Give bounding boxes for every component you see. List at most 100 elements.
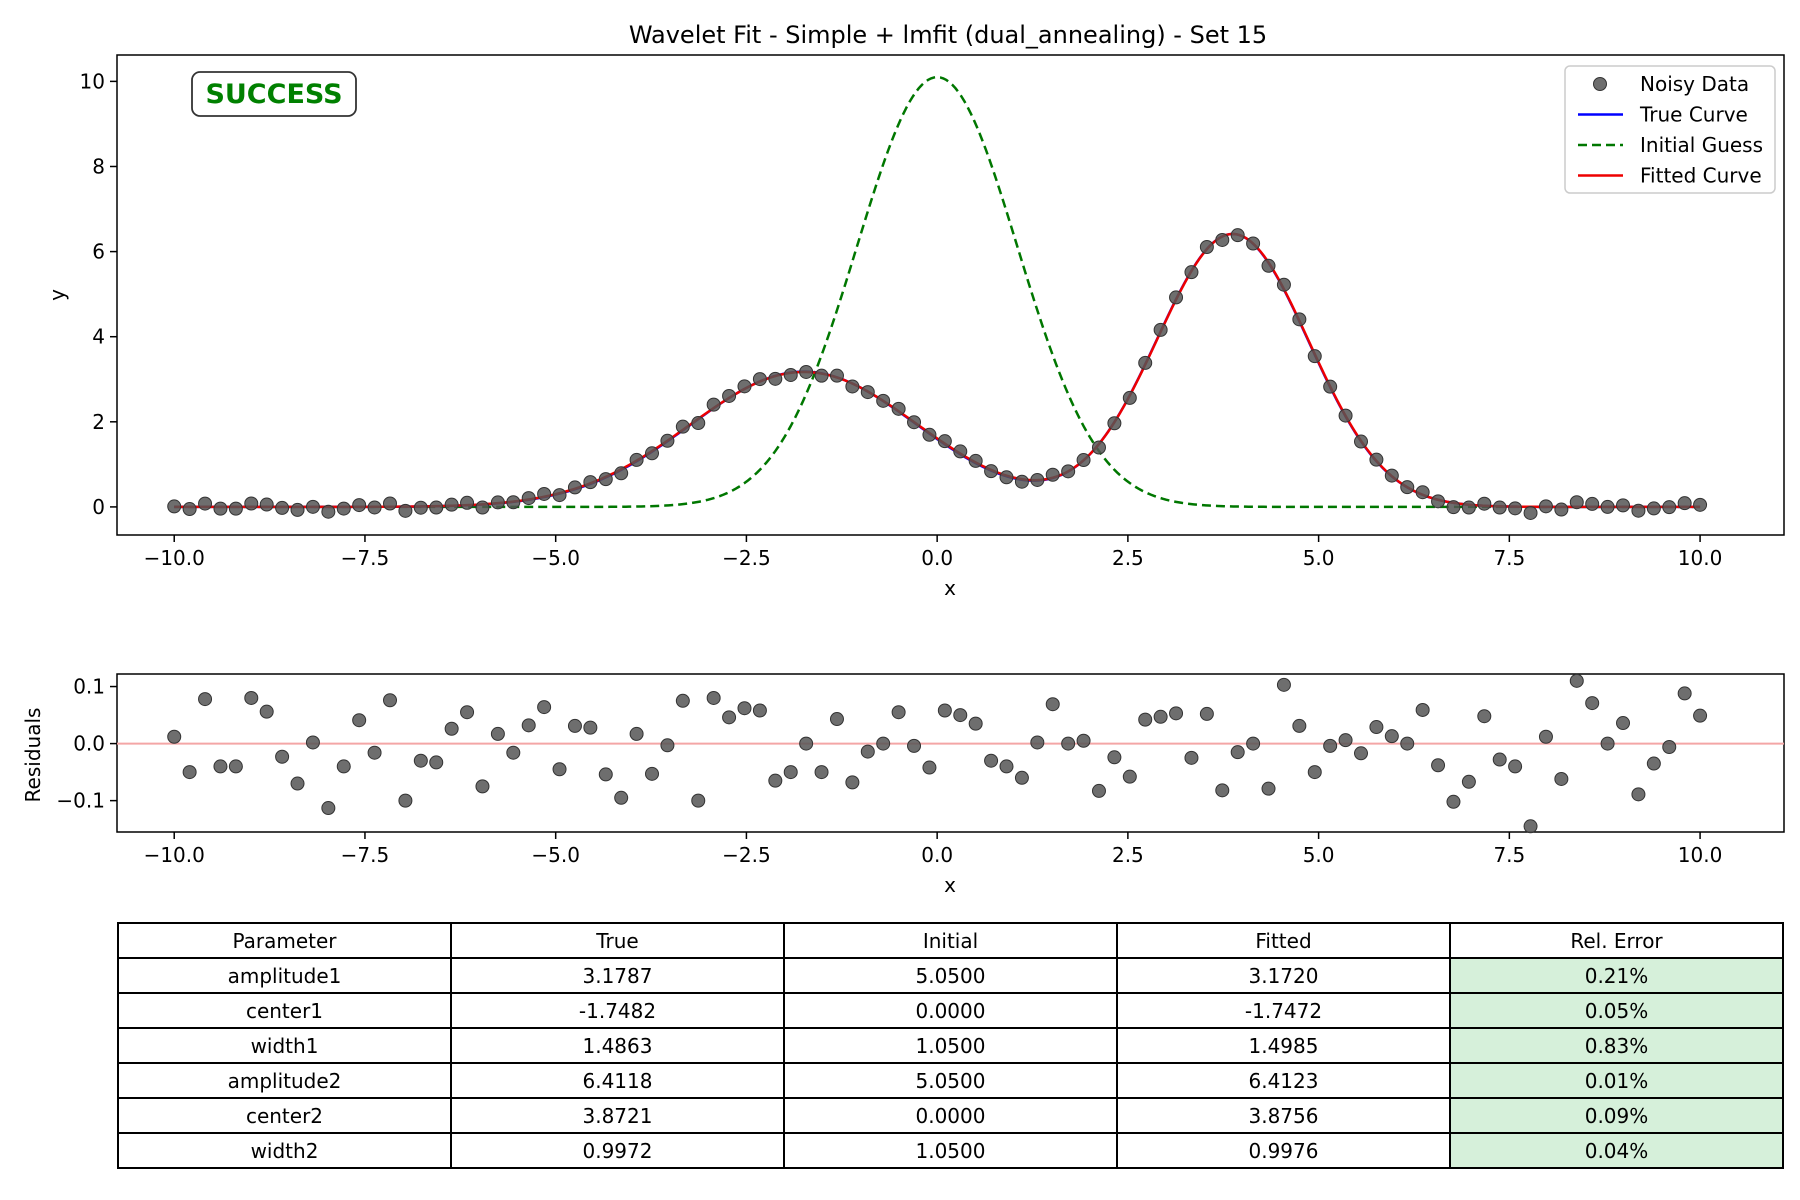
residual-point <box>583 720 598 735</box>
residual-point <box>1384 729 1399 744</box>
data-point <box>1616 498 1631 513</box>
legend-label: True Curve <box>1639 103 1748 127</box>
residual-point <box>1446 794 1461 809</box>
residual-point <box>1569 673 1584 688</box>
residual-point <box>1600 736 1615 751</box>
residual-point <box>1662 740 1677 755</box>
data-point <box>413 500 428 515</box>
data-point <box>984 464 999 479</box>
residual-point <box>1307 765 1322 780</box>
data-point <box>598 472 613 487</box>
data-point <box>1215 232 1230 247</box>
residual-point <box>1585 696 1600 711</box>
main-x-axis-label: x <box>944 576 956 600</box>
residual-point <box>182 765 197 780</box>
data-point <box>506 495 521 510</box>
data-point <box>1461 500 1476 515</box>
residual-point <box>1400 736 1415 751</box>
residual-point <box>1230 745 1245 760</box>
residual-points <box>167 673 1708 834</box>
data-point <box>1184 265 1199 280</box>
data-point <box>768 371 783 386</box>
table-cell: 1.4863 <box>450 1027 785 1064</box>
data-point <box>367 500 382 515</box>
data-point <box>1138 355 1153 370</box>
x-tick-label: −5.0 <box>531 546 580 570</box>
table-cell: amplitude2 <box>117 1062 452 1099</box>
data-point <box>722 388 737 403</box>
residual-point <box>860 744 875 759</box>
residual-point <box>305 735 320 750</box>
data-point <box>1677 496 1692 511</box>
table-cell: center2 <box>117 1097 452 1134</box>
residual-point <box>1292 718 1307 733</box>
table-cell: 1.4985 <box>1116 1027 1451 1064</box>
main-y-axis: 0 2 4 6 8 10 <box>80 69 117 519</box>
data-point <box>383 496 397 511</box>
data-point <box>907 415 922 430</box>
residual-point <box>660 738 675 753</box>
residual-point <box>922 760 937 775</box>
data-point <box>521 491 536 506</box>
y-tick-label: 8 <box>92 154 105 178</box>
residual-point <box>1061 736 1076 751</box>
data-point <box>891 401 906 416</box>
residual-point <box>845 775 860 790</box>
data-point <box>1631 503 1646 518</box>
residual-point <box>444 721 459 736</box>
table-cell: 3.1720 <box>1116 957 1451 994</box>
table-cell: -1.7472 <box>1116 992 1451 1029</box>
residuals-x-axis: −10.0 −7.5 −5.0 −2.5 0.0 2.5 5.0 7.5 10.0 <box>144 832 1723 867</box>
data-point <box>1230 228 1245 243</box>
residual-point <box>829 712 844 727</box>
residual-point <box>398 793 413 808</box>
table-cell: width2 <box>117 1132 452 1169</box>
data-point <box>567 480 582 495</box>
residual-point <box>1122 769 1137 784</box>
x-tick-label: 5.0 <box>1303 843 1335 867</box>
residual-point <box>244 690 259 705</box>
data-point <box>1431 494 1446 509</box>
data-point <box>305 499 320 514</box>
data-point <box>1354 434 1368 449</box>
data-point <box>429 500 444 515</box>
residual-point <box>937 703 952 718</box>
x-tick-label: 10.0 <box>1678 843 1723 867</box>
data-point <box>1076 453 1091 468</box>
data-point <box>814 368 829 383</box>
main-y-axis-label: y <box>45 289 69 301</box>
table-cell: amplitude1 <box>117 957 452 994</box>
data-point <box>1646 501 1661 516</box>
residual-point <box>737 701 752 716</box>
residual-point <box>1369 720 1384 735</box>
main-curves <box>174 75 1701 509</box>
residual-point <box>1045 697 1060 712</box>
table-cell: center1 <box>117 992 452 1029</box>
residual-point <box>968 716 983 731</box>
table-cell: 0.0000 <box>783 992 1118 1029</box>
table-cell: 3.8721 <box>450 1097 785 1134</box>
residual-point <box>999 759 1014 774</box>
x-tick-label: −2.5 <box>722 546 771 570</box>
residual-point <box>1246 736 1261 751</box>
data-point <box>1492 500 1507 515</box>
residual-point <box>1677 686 1692 701</box>
residual-point <box>567 718 582 733</box>
residual-point <box>984 753 999 768</box>
data-point <box>629 452 644 467</box>
data-point <box>1292 312 1307 327</box>
table-header-cell: True <box>450 922 785 959</box>
data-point <box>552 488 567 503</box>
table-row: width1 1.4863 1.0500 1.4985 0.83% <box>117 1027 1784 1064</box>
main-x-axis: −10.0 −7.5 −5.0 −2.5 0.0 2.5 5.0 7.5 10.0 <box>144 535 1722 570</box>
data-point <box>1091 440 1106 455</box>
data-point <box>1554 502 1569 517</box>
data-point <box>1338 408 1353 423</box>
data-point <box>290 502 305 517</box>
data-point <box>1585 496 1600 511</box>
data-point <box>1153 322 1168 337</box>
data-point <box>475 500 490 515</box>
residual-point <box>413 753 428 768</box>
residual-point <box>1184 750 1199 765</box>
residual-point <box>537 700 552 715</box>
